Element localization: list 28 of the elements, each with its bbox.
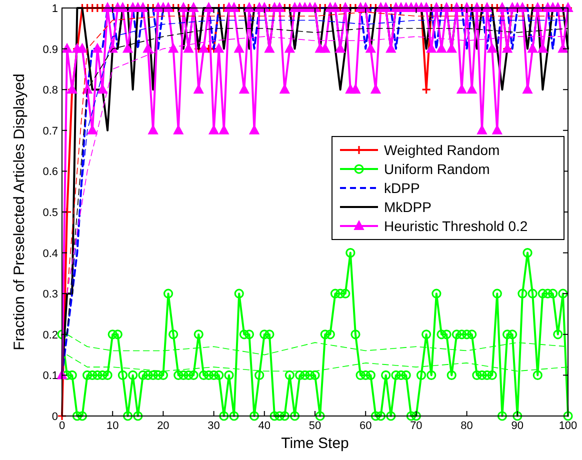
y-tick-label: 0.3: [42, 288, 58, 301]
y-tick-label: 0: [52, 411, 58, 423]
legend-label: Heuristic Threshold 0.2: [384, 218, 528, 234]
x-tick-label: 60: [359, 420, 372, 432]
y-tick-label: 0.4: [42, 248, 58, 260]
y-tick-label: 1: [52, 3, 58, 15]
x-tick-label: 50: [308, 420, 322, 432]
legend-label: kDPP: [384, 180, 420, 196]
legend-label: Weighted Random: [384, 142, 500, 158]
x-tick-label: 70: [410, 420, 422, 432]
x-tick-label: 30: [208, 420, 220, 432]
x-axis-title: Time Step: [281, 435, 349, 452]
y-tick-label: 0.7: [42, 125, 58, 138]
legend-label: MkDPP: [384, 199, 432, 216]
y-tick-label: 0.5: [42, 207, 58, 219]
x-tick-label: 20: [157, 420, 170, 432]
x-tick-label: 40: [258, 420, 271, 432]
x-tick-label: 100: [558, 420, 578, 432]
x-tick-label: 10: [106, 420, 119, 432]
x-tick-label: 90: [511, 420, 524, 432]
y-axis-title: Fraction of Preselected Articles Displayed: [11, 74, 28, 350]
y-tick-label: 0.9: [42, 44, 58, 56]
x-tick-label: 80: [460, 420, 473, 432]
legend-label: Uniform Random: [384, 161, 490, 178]
y-tick-label: 0.2: [42, 329, 58, 342]
y-tick-label: 0.8: [42, 84, 58, 97]
y-tick-label: 0.6: [42, 166, 58, 178]
y-tick-label: 0.1: [42, 370, 58, 382]
